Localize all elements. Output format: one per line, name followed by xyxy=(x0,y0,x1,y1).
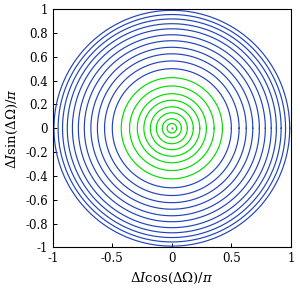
Y-axis label: $\Delta I\sin(\Delta\Omega)/\pi$: $\Delta I\sin(\Delta\Omega)/\pi$ xyxy=(4,88,20,168)
X-axis label: $\Delta I\cos(\Delta\Omega)/\pi$: $\Delta I\cos(\Delta\Omega)/\pi$ xyxy=(130,271,214,286)
